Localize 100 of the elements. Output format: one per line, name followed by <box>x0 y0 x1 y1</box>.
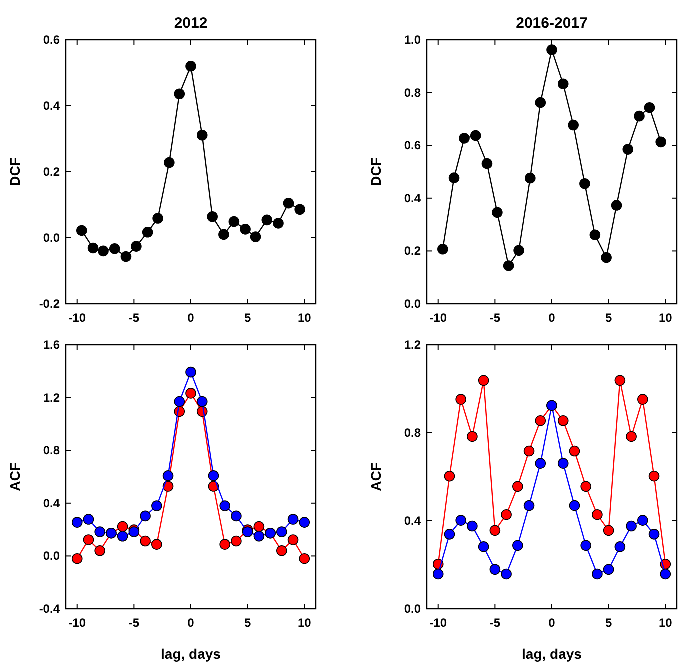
x-axis-title: lag, days <box>161 646 222 662</box>
point <box>299 517 310 528</box>
point <box>603 564 614 576</box>
point <box>83 514 94 525</box>
point <box>603 525 614 536</box>
point <box>218 229 230 240</box>
point <box>94 526 106 538</box>
x-tick-label: 5 <box>244 311 252 325</box>
point <box>208 470 220 482</box>
point <box>478 375 490 386</box>
point <box>186 61 196 72</box>
point <box>240 224 251 235</box>
y-tick-label: 0.0 <box>404 297 422 311</box>
y-tick-label: -0.2 <box>39 297 60 311</box>
point <box>174 88 186 100</box>
point <box>634 110 645 122</box>
x-tick-label: -10 <box>430 311 448 325</box>
y-tick-label: 0.6 <box>404 138 422 153</box>
point <box>459 133 470 144</box>
x-tick-label: 5 <box>244 616 252 630</box>
point <box>638 394 648 405</box>
point <box>220 539 230 550</box>
x-tick-label: 10 <box>658 311 673 325</box>
x-tick-label: 5 <box>605 616 612 630</box>
point <box>524 500 535 512</box>
point <box>656 136 666 148</box>
point <box>140 536 151 547</box>
point <box>569 500 580 512</box>
y-tick-label: 0.4 <box>404 514 422 528</box>
point <box>174 396 186 408</box>
point <box>140 510 151 522</box>
point <box>438 244 448 255</box>
point <box>503 260 514 272</box>
point <box>196 130 208 141</box>
point <box>622 144 634 155</box>
point <box>299 553 310 564</box>
point <box>76 225 88 236</box>
point <box>546 44 558 56</box>
point <box>276 526 288 538</box>
point <box>611 200 622 211</box>
point <box>250 232 262 242</box>
point <box>467 431 478 442</box>
point <box>220 500 230 512</box>
point <box>231 536 242 547</box>
point <box>580 178 590 190</box>
point <box>294 204 306 216</box>
point <box>72 553 83 564</box>
point <box>448 172 460 184</box>
point <box>152 539 162 550</box>
point <box>569 446 580 457</box>
point <box>88 242 99 254</box>
point <box>568 120 579 131</box>
x-tick-label: 0 <box>548 616 556 630</box>
point <box>660 568 672 580</box>
point <box>626 431 637 442</box>
x-tick-label: 10 <box>298 616 312 630</box>
point <box>444 470 456 482</box>
point <box>592 568 603 580</box>
point <box>94 546 106 556</box>
point <box>231 510 242 522</box>
y-tick-label: 0.4 <box>43 99 60 113</box>
x-tick-label: 10 <box>298 311 312 325</box>
y-tick-label: 0.2 <box>404 244 422 258</box>
point <box>254 521 265 532</box>
point <box>288 514 299 525</box>
point <box>558 78 569 90</box>
y-tick-label: 0.0 <box>404 602 422 616</box>
point <box>456 394 466 405</box>
point <box>558 416 569 426</box>
x-tick-label: -5 <box>490 616 501 630</box>
point <box>525 172 536 184</box>
point <box>638 515 648 526</box>
point <box>262 214 273 226</box>
point <box>648 529 660 540</box>
point <box>514 245 524 256</box>
point <box>490 525 501 536</box>
point <box>162 470 174 482</box>
point <box>614 542 626 552</box>
point <box>512 540 524 552</box>
point <box>535 458 546 469</box>
point <box>152 500 162 512</box>
x-tick-label: -5 <box>128 616 140 630</box>
point <box>592 509 603 520</box>
point <box>117 521 128 532</box>
y-tick-label: 0.8 <box>43 444 60 458</box>
point <box>186 388 196 399</box>
x-tick-label: 5 <box>605 311 612 325</box>
point <box>273 218 284 229</box>
x-tick-label: -5 <box>490 311 501 325</box>
point <box>558 458 569 469</box>
x-tick-label: -10 <box>68 616 86 630</box>
point <box>142 226 154 238</box>
point <box>83 534 94 546</box>
point <box>228 216 240 228</box>
y-tick-label: 0.8 <box>404 426 422 440</box>
point <box>120 251 132 262</box>
point <box>254 531 265 542</box>
y-tick-label: 0.6 <box>43 33 60 47</box>
y-axis-title: DCF <box>7 157 23 186</box>
point <box>283 198 294 209</box>
